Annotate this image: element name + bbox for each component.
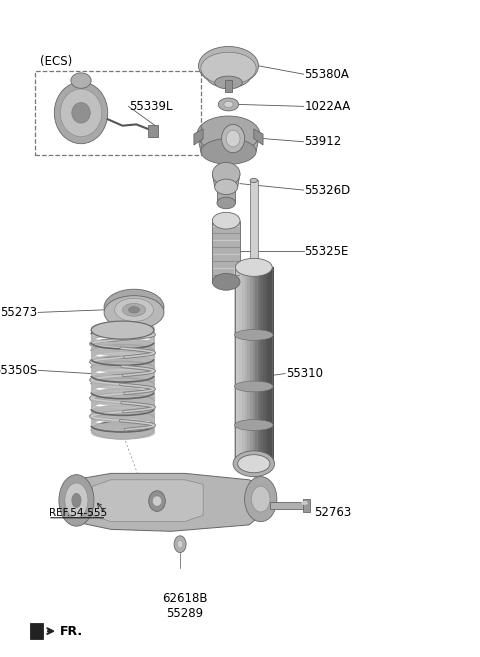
Bar [240, 267, 242, 464]
Ellipse shape [104, 289, 164, 325]
Polygon shape [197, 134, 260, 152]
Ellipse shape [104, 296, 164, 329]
Ellipse shape [72, 102, 90, 123]
Text: 53912: 53912 [304, 135, 342, 148]
Polygon shape [65, 473, 268, 532]
Bar [270, 502, 307, 509]
Text: 62618B: 62618B [162, 593, 207, 605]
Ellipse shape [129, 307, 140, 313]
Bar [225, 80, 232, 91]
Polygon shape [217, 187, 235, 203]
Ellipse shape [59, 474, 94, 526]
Ellipse shape [212, 212, 240, 229]
Text: 55325E: 55325E [304, 245, 349, 258]
Ellipse shape [252, 486, 270, 512]
Ellipse shape [234, 330, 273, 340]
Ellipse shape [224, 101, 233, 108]
Ellipse shape [226, 130, 240, 147]
Text: 55310: 55310 [286, 367, 323, 380]
Bar [303, 499, 310, 512]
Ellipse shape [149, 491, 165, 511]
Bar [250, 267, 253, 464]
Polygon shape [93, 480, 203, 522]
Ellipse shape [250, 178, 257, 183]
Ellipse shape [201, 53, 256, 85]
Ellipse shape [234, 420, 273, 430]
Ellipse shape [115, 298, 154, 321]
Bar [237, 267, 240, 464]
Bar [266, 267, 269, 464]
Ellipse shape [235, 258, 272, 277]
Bar [252, 267, 255, 464]
Polygon shape [194, 129, 203, 145]
Ellipse shape [215, 76, 242, 89]
Text: 55380A: 55380A [304, 68, 349, 81]
Ellipse shape [91, 321, 154, 339]
Text: (ECS): (ECS) [39, 55, 72, 68]
Ellipse shape [212, 162, 240, 185]
Text: 55273: 55273 [0, 306, 38, 319]
Bar [242, 267, 245, 464]
Ellipse shape [234, 381, 273, 392]
Ellipse shape [54, 82, 108, 144]
Ellipse shape [206, 64, 251, 87]
Text: FR.: FR. [60, 625, 84, 637]
Bar [268, 267, 271, 464]
Bar [234, 267, 237, 464]
Ellipse shape [301, 501, 308, 505]
Bar [271, 267, 274, 464]
Bar [258, 267, 261, 464]
Bar [148, 125, 158, 137]
Ellipse shape [65, 483, 88, 518]
Ellipse shape [174, 536, 186, 553]
Bar [250, 181, 257, 267]
Bar [35, 71, 201, 154]
Ellipse shape [71, 73, 91, 88]
Ellipse shape [199, 47, 258, 85]
Bar [255, 267, 258, 464]
Ellipse shape [197, 116, 260, 152]
Polygon shape [254, 129, 263, 145]
Ellipse shape [91, 421, 154, 439]
Bar [261, 267, 264, 464]
Ellipse shape [122, 304, 145, 316]
Ellipse shape [233, 451, 275, 476]
Bar [247, 267, 250, 464]
Ellipse shape [153, 496, 162, 506]
Bar [263, 267, 266, 464]
Text: 55289: 55289 [166, 606, 203, 620]
Ellipse shape [177, 540, 183, 548]
Text: REF.54-555: REF.54-555 [49, 509, 107, 518]
Ellipse shape [222, 124, 245, 152]
Bar [245, 267, 248, 464]
Ellipse shape [238, 455, 270, 473]
Bar [30, 623, 43, 639]
Text: 55326D: 55326D [304, 183, 351, 196]
Bar [235, 267, 272, 464]
Ellipse shape [60, 89, 102, 137]
Text: 55339L: 55339L [130, 100, 173, 113]
Text: 52763: 52763 [314, 505, 351, 518]
Ellipse shape [201, 139, 256, 164]
Ellipse shape [218, 98, 239, 111]
Ellipse shape [212, 273, 240, 290]
Ellipse shape [215, 179, 238, 194]
Text: 1022AA: 1022AA [304, 100, 351, 113]
Ellipse shape [72, 493, 81, 507]
Polygon shape [212, 174, 240, 187]
Bar [212, 221, 240, 282]
Text: 55350S: 55350S [0, 364, 38, 377]
Ellipse shape [245, 476, 277, 522]
Ellipse shape [217, 197, 235, 209]
